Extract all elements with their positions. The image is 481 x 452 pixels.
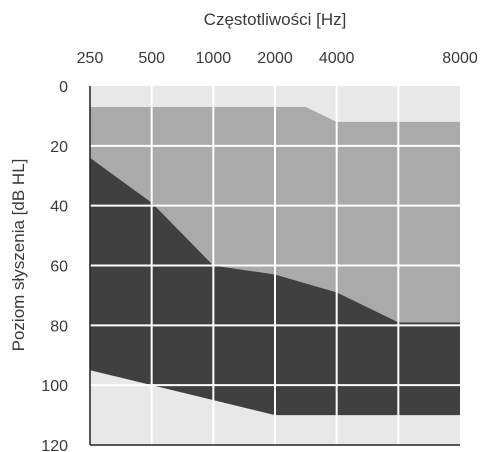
- x-axis-label: Częstotliwości [Hz]: [204, 10, 347, 29]
- y-tick-label: 0: [59, 79, 68, 96]
- x-tick-label: 4000: [319, 50, 355, 67]
- x-tick-label: 250: [77, 50, 104, 67]
- y-tick-label: 120: [41, 438, 68, 452]
- y-tick-label: 40: [50, 199, 68, 216]
- y-tick-label: 60: [50, 259, 68, 276]
- y-tick-label: 20: [50, 139, 68, 156]
- y-tick-label: 80: [50, 318, 68, 335]
- y-tick-label: 100: [41, 378, 68, 395]
- y-tick-labels: 0 20 40 60 80 100 120: [41, 79, 68, 452]
- grid-lines: [90, 86, 460, 445]
- x-tick-label: 2000: [257, 50, 293, 67]
- x-tick-label: 500: [138, 50, 165, 67]
- x-tick-labels: 250 500 1000 2000 4000 8000: [77, 50, 478, 67]
- axes: [89, 86, 460, 446]
- x-tick-label: 8000: [442, 50, 478, 67]
- y-axis-label: Poziom słyszenia [dB HL]: [9, 159, 28, 352]
- x-tick-label: 1000: [196, 50, 232, 67]
